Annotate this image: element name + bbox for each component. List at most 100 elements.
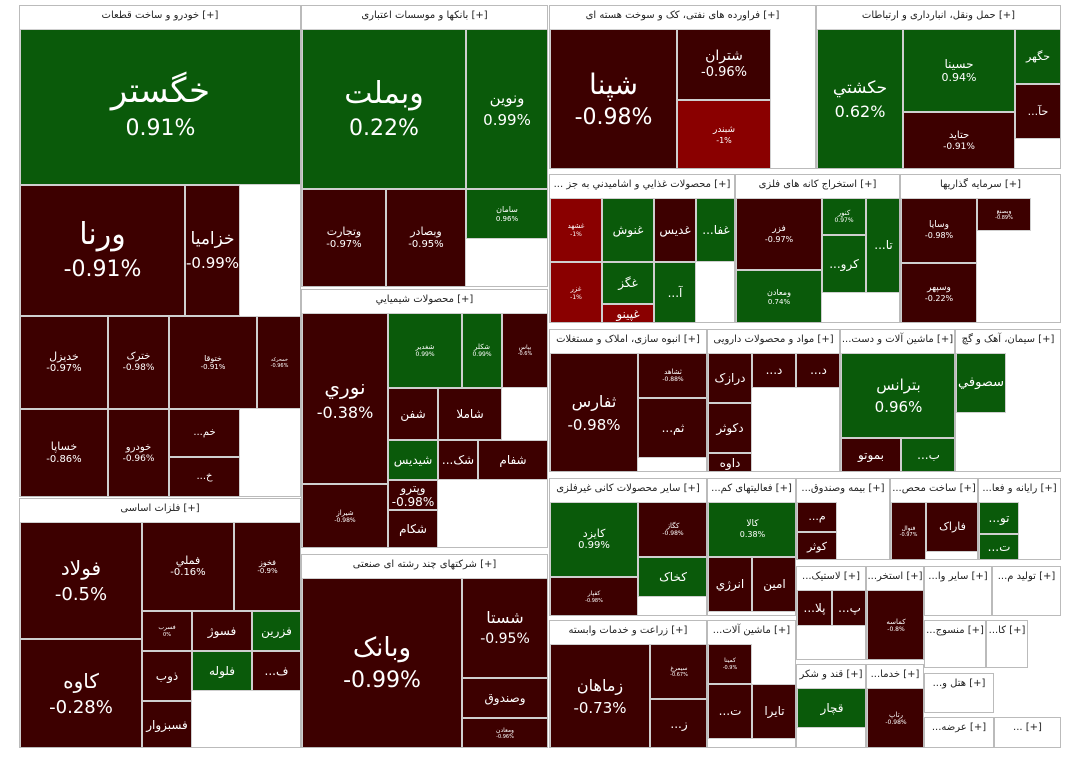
treemap-tile[interactable]: شستا -0.95%	[462, 578, 547, 678]
treemap-tile[interactable]: کرو...	[822, 235, 866, 293]
sector-title[interactable]: [+] سایر محصولات کانی غیرفلزی	[550, 479, 706, 499]
treemap-tile[interactable]: ومعادن 0.74%	[736, 270, 822, 322]
treemap-tile[interactable]: وپترو -0.98%	[388, 480, 438, 510]
sector-title[interactable]: [+] استخراج کانه های فلزی	[736, 175, 899, 195]
treemap-tile[interactable]: غنوش	[602, 198, 654, 262]
treemap-tile[interactable]: تا...	[866, 198, 899, 293]
treemap-tile[interactable]: خم...	[169, 409, 240, 457]
treemap-tile[interactable]: ختوقا -0.91%	[169, 316, 257, 409]
treemap-tile[interactable]: دکوثر	[708, 403, 752, 453]
treemap-tile[interactable]: فزرین	[252, 611, 300, 651]
treemap-tile[interactable]: خزامیا -0.99%	[185, 185, 241, 316]
treemap-tile[interactable]: حآ...	[1015, 84, 1060, 139]
treemap-tile[interactable]: بپاس -0.6%	[502, 313, 547, 388]
sector-title[interactable]: [+] فلزات اساسی	[20, 499, 300, 519]
treemap-tile[interactable]: خمحرکه -0.96%	[257, 316, 300, 409]
treemap-tile[interactable]: ت...	[708, 684, 752, 739]
sector-title[interactable]: [+] قند و شکر	[797, 665, 865, 685]
sector-title[interactable]: [+] سیمان، آهک و گچ	[956, 330, 1060, 350]
treemap-tile[interactable]: شیراز -0.98%	[302, 484, 388, 547]
treemap-tile[interactable]: ثم...	[638, 398, 706, 458]
treemap-tile[interactable]: تايرا	[752, 684, 795, 739]
sector-title[interactable]: [+] سایر وا...	[925, 567, 991, 587]
treemap-tile[interactable]: شفام	[478, 440, 547, 480]
treemap-tile[interactable]: سامان 0.96%	[466, 189, 547, 239]
treemap-tile[interactable]: فولاد -0.5%	[20, 522, 142, 639]
treemap-tile[interactable]: کماسه -0.8%	[867, 590, 923, 659]
treemap-tile[interactable]: سصوفي	[956, 353, 1006, 413]
treemap-tile[interactable]: د...	[752, 353, 796, 388]
treemap-tile[interactable]: غگز	[602, 262, 654, 304]
treemap-tile[interactable]: غشهد -1%	[550, 198, 602, 262]
treemap-tile[interactable]: م...	[797, 502, 837, 532]
sector-title[interactable]: [+] فعالیتهای کم...	[708, 479, 795, 499]
sector-title[interactable]: [+] مواد و محصولات دارویی	[708, 330, 839, 350]
sector-title[interactable]: [+] ماشین آلات...	[708, 621, 795, 641]
treemap-tile[interactable]: وتجارت -0.97%	[302, 189, 386, 286]
sector-title[interactable]: [+] لاستیک...	[797, 567, 865, 587]
treemap-tile[interactable]: ونوین 0.99%	[466, 29, 547, 189]
treemap-tile[interactable]: ذوب	[142, 651, 192, 701]
treemap-tile[interactable]: خدیزل -0.97%	[20, 316, 108, 409]
treemap-tile[interactable]: غفا...	[696, 198, 734, 262]
treemap-tile[interactable]: فسبزوار	[142, 701, 192, 747]
treemap-tile[interactable]: وبملت 0.22%	[302, 29, 466, 189]
treemap-tile[interactable]: کخاک	[638, 557, 706, 597]
treemap-tile[interactable]: سیمرغ -0.67%	[650, 644, 706, 699]
sector-title[interactable]: [+] حمل ونقل، انبارداری و ارتباطات	[817, 6, 1060, 26]
treemap-tile[interactable]: کگاز -0.98%	[638, 502, 706, 557]
treemap-tile[interactable]: ف...	[252, 651, 300, 691]
treemap-tile[interactable]: ب...	[901, 438, 954, 471]
sector-title[interactable]: [+] محصولات شيميايي	[302, 290, 547, 310]
treemap-tile[interactable]: فزر -0.97%	[736, 198, 822, 270]
sector-title[interactable]: [+] خودرو و ساخت قطعات	[20, 6, 300, 26]
treemap-tile[interactable]: شیدیس	[388, 440, 438, 480]
treemap-tile[interactable]: شپنا -0.98%	[550, 29, 677, 168]
treemap-tile[interactable]: بموتو	[841, 438, 901, 471]
treemap-tile[interactable]: کنور 0.97%	[822, 198, 866, 235]
treemap-tile[interactable]: د...	[796, 353, 839, 388]
treemap-tile[interactable]: شک...	[438, 440, 478, 480]
sector-title[interactable]: [+] محصولات غذايي و اشاميدني به جز ...	[550, 175, 734, 195]
sector-title[interactable]: [+] ...	[995, 718, 1060, 738]
sector-title[interactable]: [+] بیمه وصندوق...	[797, 479, 889, 499]
treemap-tile[interactable]: انرژي	[708, 557, 752, 612]
sector-title[interactable]: [+] انبوه سازی، املاک و مستغلات	[550, 330, 706, 350]
treemap-tile[interactable]: حکشتي 0.62%	[817, 29, 903, 168]
treemap-tile[interactable]: کوثر	[797, 532, 837, 559]
sector-title[interactable]: [+] خدما...	[867, 665, 923, 685]
treemap-tile[interactable]: آ...	[654, 262, 696, 322]
treemap-tile[interactable]: شکلر 0.99%	[462, 313, 502, 388]
treemap-tile[interactable]: ومعادن -0.96%	[462, 718, 547, 747]
treemap-tile[interactable]: حسينا 0.94%	[903, 29, 1015, 112]
treemap-tile[interactable]: وبصادر -0.95%	[386, 189, 466, 286]
sector-title[interactable]: [+] شرکتهای چند رشته ای صنعتی	[302, 555, 547, 575]
treemap-tile[interactable]: خودرو -0.96%	[108, 409, 169, 496]
treemap-tile[interactable]: خگستر 0.91%	[20, 29, 300, 185]
treemap-tile[interactable]: شکام	[388, 510, 438, 547]
treemap-tile[interactable]: فلوله	[192, 651, 252, 691]
treemap-tile[interactable]: شاملا	[438, 388, 502, 440]
treemap-tile[interactable]: فاراک	[926, 502, 977, 552]
treemap-tile[interactable]: شتران -0.96%	[677, 29, 771, 100]
treemap-tile[interactable]: پلا...	[797, 590, 832, 626]
treemap-tile[interactable]: امين	[752, 557, 795, 612]
treemap-tile[interactable]: خ...	[169, 457, 240, 496]
treemap-tile[interactable]: شفن	[388, 388, 438, 440]
sector-title[interactable]: [+] هتل و...	[925, 674, 993, 694]
treemap-tile[interactable]: حگهر	[1015, 29, 1060, 84]
sector-title[interactable]: [+] سرمايه گذاريها	[901, 175, 1060, 195]
treemap-tile[interactable]: فملي -0.16%	[142, 522, 234, 611]
treemap-tile[interactable]: کایزد 0.99%	[550, 502, 638, 577]
treemap-tile[interactable]: کاوه -0.28%	[20, 639, 142, 747]
treemap-tile[interactable]: وسپهر -0.22%	[901, 263, 977, 322]
sector-title[interactable]: [+] کا...	[987, 621, 1027, 641]
treemap-tile[interactable]: حتايد -0.91%	[903, 112, 1015, 168]
treemap-tile[interactable]: فسوژ	[192, 611, 252, 651]
treemap-tile[interactable]: ثفارس -0.98%	[550, 353, 638, 471]
treemap-tile[interactable]: ثشاهد -0.88%	[638, 353, 706, 398]
sector-title[interactable]: [+] رایانه و فعا...	[979, 479, 1060, 499]
treemap-tile[interactable]: ورنا -0.91%	[20, 185, 185, 316]
treemap-tile[interactable]: پ...	[832, 590, 865, 626]
treemap-tile[interactable]: ز...	[650, 699, 706, 747]
